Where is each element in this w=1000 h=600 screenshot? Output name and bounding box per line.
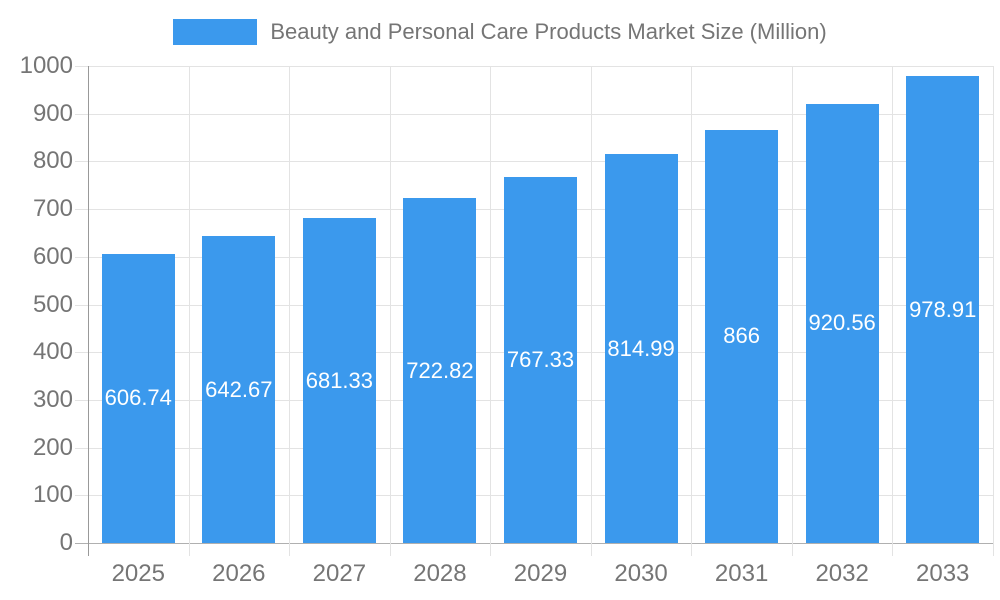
- bar-value-label: 642.67: [205, 376, 273, 402]
- bar-value-label: 606.74: [104, 385, 172, 411]
- bar: [504, 176, 577, 543]
- x-axis-tick-label: 2031: [714, 560, 769, 587]
- bar: [101, 253, 175, 543]
- y-axis-line: [88, 66, 89, 556]
- bar: [604, 154, 678, 543]
- y-axis-tick-label: 700: [32, 195, 73, 223]
- bar: [403, 198, 477, 543]
- gridline-vertical: [188, 66, 190, 556]
- legend: Beauty and Personal Care Products Market…: [0, 17, 1000, 47]
- gridline-vertical: [590, 66, 592, 556]
- bar-value-label: 920.56: [808, 310, 876, 336]
- y-axis-tick-label: 0: [59, 529, 73, 556]
- x-axis-tick-label: 2025: [111, 560, 165, 587]
- y-axis-tick-label: 400: [32, 338, 73, 366]
- y-axis-tick-label: 600: [32, 242, 73, 270]
- gridline-vertical: [691, 66, 693, 556]
- bar-value-label: 814.99: [607, 335, 675, 361]
- gridline-horizontal: [75, 113, 993, 115]
- y-axis-tick-label: 1000: [19, 52, 73, 79]
- gridline-vertical: [490, 66, 492, 556]
- gridline-vertical: [389, 66, 391, 556]
- gridline-horizontal: [75, 161, 993, 163]
- x-axis-tick-label: 2033: [916, 560, 970, 587]
- bar-value-label: 866: [723, 323, 760, 349]
- x-axis-tick-label: 2032: [815, 560, 869, 587]
- x-axis-line: [75, 543, 993, 544]
- legend-swatch: [173, 19, 258, 45]
- gridline-vertical: [993, 66, 994, 556]
- y-axis-tick-label: 500: [32, 290, 73, 318]
- bar-value-label: 978.91: [909, 296, 977, 322]
- bar: [302, 218, 376, 543]
- bar: [202, 236, 276, 543]
- chart-title: Beauty and Personal Care Products Market…: [270, 19, 827, 44]
- bar: [705, 129, 779, 543]
- gridline-vertical: [791, 66, 793, 556]
- x-axis-tick-label: 2026: [212, 560, 266, 587]
- bar-value-label: 681.33: [305, 367, 374, 393]
- x-axis-tick-label: 2027: [312, 560, 367, 587]
- gridline-horizontal: [75, 66, 993, 67]
- gridline-vertical: [289, 66, 291, 556]
- y-axis-tick-label: 900: [32, 99, 73, 127]
- bar: [906, 76, 980, 543]
- y-axis-tick-label: 800: [32, 147, 73, 175]
- x-axis-tick-label: 2029: [513, 560, 568, 587]
- gridline-vertical: [892, 66, 894, 556]
- x-axis-tick-label: 2030: [614, 560, 668, 587]
- y-axis-tick-label: 100: [32, 481, 73, 509]
- y-axis-tick-label: 300: [32, 385, 73, 413]
- bar-value-label: 722.82: [406, 357, 474, 383]
- x-axis-tick-label: 2028: [413, 560, 467, 587]
- y-axis-tick-label: 200: [32, 433, 73, 461]
- bar: [805, 103, 879, 543]
- bar-value-label: 767.33: [506, 346, 575, 372]
